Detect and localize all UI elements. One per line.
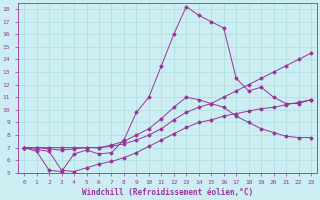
X-axis label: Windchill (Refroidissement éolien,°C): Windchill (Refroidissement éolien,°C) xyxy=(82,188,253,197)
